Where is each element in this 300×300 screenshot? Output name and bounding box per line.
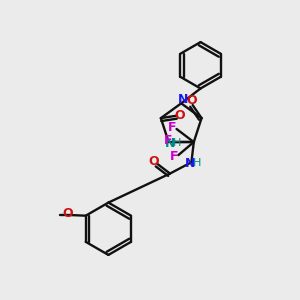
Text: O: O xyxy=(148,155,159,168)
Text: N: N xyxy=(165,137,175,150)
Text: F: F xyxy=(168,121,177,134)
Text: O: O xyxy=(175,109,185,122)
Text: F: F xyxy=(170,150,178,164)
Text: O: O xyxy=(187,94,197,107)
Text: H: H xyxy=(173,138,181,148)
Text: N: N xyxy=(178,93,188,106)
Text: H: H xyxy=(193,158,201,168)
Text: N: N xyxy=(185,157,195,170)
Text: O: O xyxy=(62,207,73,220)
Text: F: F xyxy=(164,134,172,147)
